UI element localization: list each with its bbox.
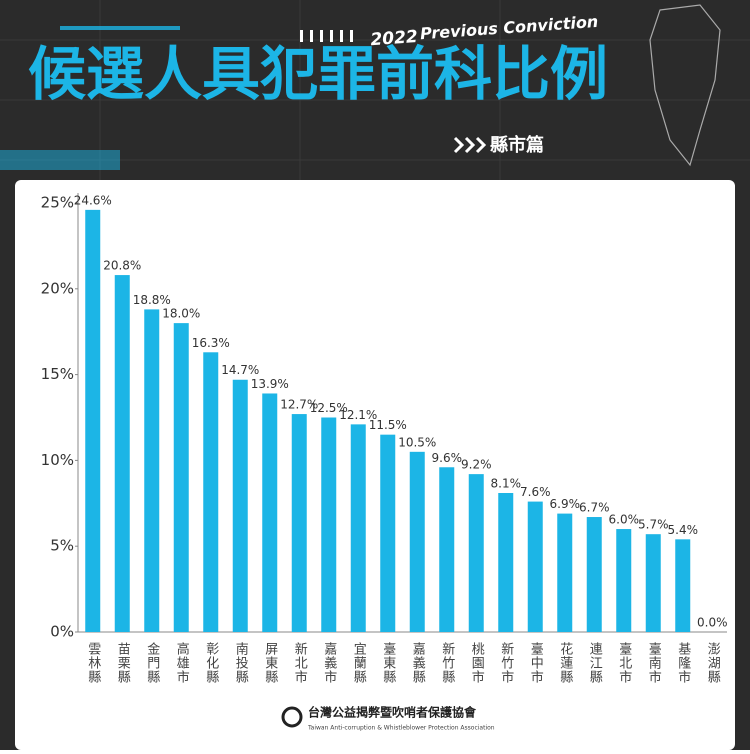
x-tick-label: 南投縣	[233, 641, 249, 684]
bar	[144, 309, 160, 632]
year: 2022	[370, 27, 419, 50]
bar	[498, 493, 514, 632]
y-tick-label: 15%	[41, 365, 74, 383]
bar	[409, 451, 425, 632]
x-tick-label: 苗栗縣	[115, 642, 131, 684]
dot-decoration	[0, 26, 180, 170]
value-label: 12.7%	[280, 398, 318, 412]
value-label: 14.7%	[221, 363, 259, 377]
value-label: 11.5%	[369, 418, 407, 432]
value-label: 12.5%	[310, 401, 348, 415]
bar	[232, 379, 248, 632]
bar	[350, 424, 366, 632]
value-label: 16.3%	[192, 336, 230, 350]
org-name: 台灣公益揭弊暨吹哨者保護協會	[308, 705, 477, 720]
x-tick-label: 嘉義市	[321, 642, 337, 684]
x-tick-label: 臺北市	[616, 642, 632, 684]
x-tick-label: 金門縣	[144, 641, 160, 684]
value-label: 18.0%	[162, 307, 200, 321]
value-label: 20.8%	[103, 259, 141, 273]
bar	[262, 393, 278, 632]
x-tick-label: 新竹市	[498, 641, 514, 684]
bar	[675, 539, 691, 632]
value-label: 13.9%	[251, 377, 289, 391]
value-label: 18.8%	[133, 293, 171, 307]
x-tick-label: 彰化縣	[203, 641, 219, 684]
y-tick-label: 20%	[41, 279, 74, 297]
x-tick-label: 臺中市	[528, 642, 544, 684]
bar	[291, 414, 307, 632]
chart-panel	[15, 180, 735, 750]
value-label: 6.9%	[550, 497, 581, 511]
y-tick-label: 5%	[50, 537, 74, 555]
x-tick-label: 雲林縣	[85, 642, 101, 684]
stripe-decoration	[300, 30, 353, 42]
bar	[616, 529, 632, 632]
bar	[173, 323, 189, 632]
value-label: 6.0%	[609, 513, 640, 527]
value-label: 5.4%	[668, 523, 699, 537]
bar	[645, 534, 661, 632]
title: 候選人具犯罪前科比例	[28, 40, 608, 108]
map-outline	[649, 4, 721, 167]
plot: 0% 5% 10% 15% 20% 25% 雲林縣 24.6% 苗栗縣 20.8% 金門縣 18.8%…	[41, 193, 728, 684]
value-label: 12.1%	[339, 408, 377, 422]
value-label: 5.7%	[638, 518, 669, 532]
y-tick-label: 25%	[41, 194, 74, 212]
x-tick-label: 澎湖縣	[705, 642, 721, 684]
x-tick-label: 臺東縣	[380, 642, 396, 684]
background-grid	[0, 0, 750, 180]
subtitle: 縣市篇	[490, 134, 544, 156]
y-tick-label: 0%	[50, 623, 74, 641]
bar	[527, 501, 543, 632]
value-label: 9.2%	[461, 458, 492, 472]
value-label: 10.5%	[398, 435, 436, 449]
x-tick-label: 花蓮縣	[557, 641, 573, 684]
chevrons	[453, 136, 487, 154]
org-name-en: Taiwan Anti-corruption & Whistleblower P…	[307, 725, 495, 732]
logo	[281, 706, 303, 728]
x-tick-label: 桃園市	[469, 642, 485, 684]
value-label: 6.7%	[579, 501, 610, 515]
bar	[439, 467, 455, 632]
bar	[586, 517, 602, 632]
value-label: 24.6%	[74, 193, 112, 207]
x-tick-label: 屏東縣	[262, 642, 278, 684]
x-tick-label: 嘉義縣	[410, 642, 426, 684]
bar	[468, 474, 484, 632]
value-label: 0.0%	[697, 616, 728, 630]
x-tick-label: 臺南市	[646, 642, 662, 684]
x-tick-label: 新北市	[292, 641, 308, 684]
y-tick-label: 10%	[41, 451, 74, 469]
value-label: 8.1%	[491, 477, 522, 491]
x-tick-label: 高雄市	[174, 641, 190, 684]
bar	[557, 513, 573, 632]
bar	[321, 417, 337, 632]
x-tick-label: 新竹縣	[439, 641, 455, 684]
value-label: 7.6%	[520, 485, 551, 499]
bar	[85, 209, 101, 632]
value-label: 9.6%	[432, 451, 463, 465]
x-tick-label: 宜蘭縣	[351, 642, 367, 684]
bar	[380, 434, 396, 632]
x-tick-label: 基隆市	[675, 642, 691, 684]
x-tick-label: 連江縣	[587, 642, 603, 684]
bar	[114, 275, 130, 632]
bar	[203, 352, 219, 632]
